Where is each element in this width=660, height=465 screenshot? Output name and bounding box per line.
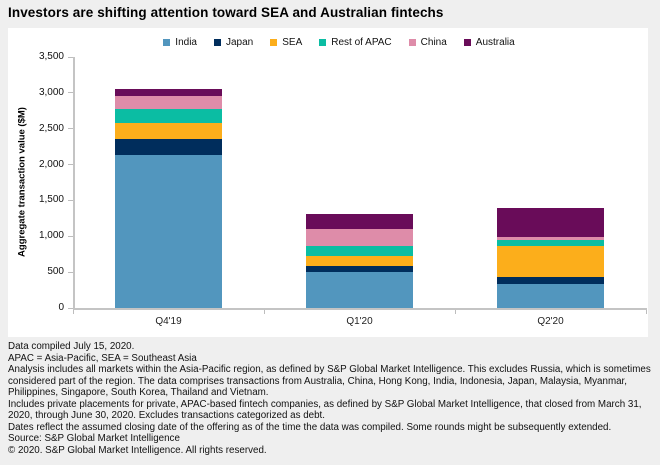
bar-segment-australia <box>497 208 604 237</box>
x-axis-tick <box>455 310 456 314</box>
bar-segment-india <box>306 271 413 308</box>
bar-segment-india <box>497 284 604 308</box>
legend-item-rest-of-apac: Rest of APAC <box>319 36 392 48</box>
x-axis-tick <box>646 310 647 314</box>
bar-segment-china <box>306 229 413 246</box>
note-data-compiled: Data compiled July 15, 2020. <box>8 341 135 352</box>
bar-segment-rest-of-apac <box>497 239 604 247</box>
legend-item-label: SEA <box>282 36 303 48</box>
y-axis-tick <box>68 235 73 237</box>
x-axis-label: Q4'19 <box>155 316 182 327</box>
legend-item-china: China <box>408 36 447 48</box>
bar-segment-rest-of-apac <box>115 109 222 123</box>
copyright-line: © 2020. S&P Global Market Intelligence. … <box>8 444 267 456</box>
y-axis-tick <box>68 307 73 309</box>
plot-area: Aggregate transaction value ($M) 0 500 1,0… <box>8 28 648 337</box>
y-axis-tick-label: 1,000 <box>38 230 64 242</box>
legend-item-label: India <box>175 36 197 48</box>
legend-item-india: India <box>163 37 197 48</box>
y-axis-tick-label: 1,500 <box>38 194 64 206</box>
x-axis-label: Q2'20 <box>537 316 564 327</box>
x-axis-tick <box>264 310 265 314</box>
legend-item-label: Rest of APAC <box>331 36 392 48</box>
legend-item-sea: SEA <box>270 37 302 48</box>
source-line: Source: S&P Global Market Intelligence <box>8 433 180 444</box>
y-axis-tick <box>68 164 73 166</box>
bar-segment-japan <box>306 266 413 272</box>
y-axis-tick-label: 0 <box>58 302 64 313</box>
legend-item-japan: Japan <box>213 36 254 48</box>
bar-segment-rest-of-apac <box>306 245 413 256</box>
legend-item-label: Japan <box>225 36 254 48</box>
y-axis-line <box>73 57 75 308</box>
y-axis-tick <box>68 199 73 201</box>
note-definitions: APAC = Asia-Pacific, SEA = Southeast Asi… <box>8 352 197 364</box>
chart-panel: India Japan SEA Rest of APAC China Australia … <box>8 28 648 337</box>
legend-swatch-icon <box>163 38 171 46</box>
bar-segment-india <box>115 155 222 308</box>
bar-segment-china <box>497 237 604 240</box>
y-axis-tick-label: 2,500 <box>38 122 64 134</box>
y-axis-tick-label: 500 <box>47 266 64 278</box>
note-analysis-scope: Analysis includes all markets within the… <box>8 364 651 398</box>
bar-segment-china <box>115 96 222 110</box>
note-methodology: Includes private placements for private,… <box>8 398 642 422</box>
legend-swatch-icon <box>319 38 327 46</box>
legend-swatch-icon <box>270 38 278 46</box>
y-axis-tick-label: 3,500 <box>38 51 64 62</box>
y-axis-tick <box>68 128 73 130</box>
legend-swatch-icon <box>463 38 471 46</box>
y-axis-tick-label: 3,000 <box>38 86 64 98</box>
note-dates: Dates reflect the assumed closing date o… <box>8 421 612 433</box>
bar-segment-sea <box>306 255 413 267</box>
y-axis-tick-label: 2,000 <box>38 158 64 170</box>
bar-segment-japan <box>115 139 222 156</box>
footnotes: Data compiled July 15, 2020. APAC = Asia-… <box>8 341 654 456</box>
y-axis-tick <box>68 92 73 94</box>
legend-item-label: China <box>420 36 447 48</box>
legend-swatch-icon <box>408 38 416 46</box>
x-axis-label: Q1'20 <box>346 316 373 327</box>
x-axis-tick <box>73 310 74 314</box>
legend: India Japan SEA Rest of APAC China Australia <box>8 35 648 49</box>
bar-segment-sea <box>115 122 222 140</box>
legend-swatch-icon <box>213 38 221 46</box>
bar-segment-japan <box>497 277 604 285</box>
x-axis-line <box>73 308 647 310</box>
bar-segment-australia <box>306 214 413 230</box>
chart-title: Investors are shifting attention toward … <box>8 5 444 20</box>
y-axis-tick <box>68 56 73 58</box>
bar-segment-sea <box>497 246 604 278</box>
y-axis-tick <box>68 271 73 273</box>
legend-item-australia: Australia <box>463 36 515 48</box>
legend-item-label: Australia <box>475 36 515 48</box>
bar-segment-australia <box>115 89 222 97</box>
